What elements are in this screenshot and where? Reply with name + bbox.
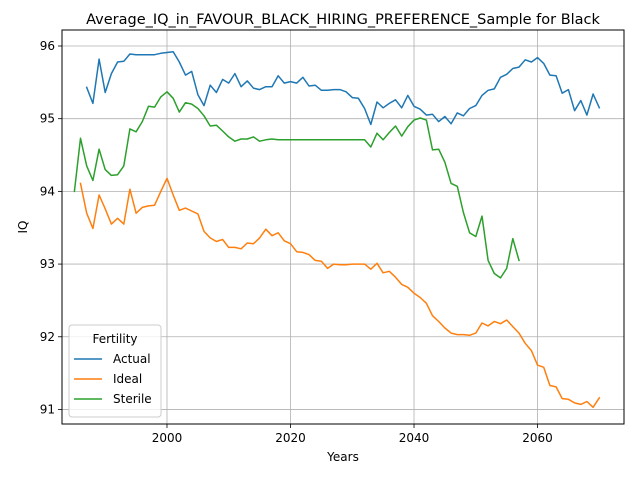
legend: Fertility Actual Ideal Sterile (68, 324, 162, 418)
x-axis-label: Years (326, 450, 359, 464)
legend-box (68, 324, 162, 418)
grid (62, 30, 624, 424)
legend-label-sterile: Sterile (113, 392, 152, 406)
series-line-ideal (79, 177, 601, 409)
legend-title: Fertility (92, 332, 137, 346)
series-line-actual (85, 51, 601, 126)
x-tick-label: 2020 (275, 431, 306, 445)
y-tick-label: 95 (40, 112, 55, 126)
chart-title: Average_IQ_in_FAVOUR_BLACK_HIRING_PREFER… (86, 12, 600, 28)
x-axis-ticks: 2000 2020 2040 2060 (152, 424, 553, 445)
x-tick-label: 2040 (399, 431, 430, 445)
y-axis-label: IQ (16, 221, 30, 234)
x-tick-label: 2060 (522, 431, 553, 445)
y-tick-label: 96 (40, 39, 55, 53)
legend-items: Actual Ideal Sterile (74, 352, 152, 406)
y-tick-label: 94 (40, 184, 55, 198)
y-tick-label: 91 (40, 402, 55, 416)
series-lines (73, 51, 601, 409)
plot-frame (61, 29, 625, 425)
series-line-sterile (73, 91, 520, 279)
legend-label-actual: Actual (113, 352, 151, 366)
legend-label-ideal: Ideal (113, 372, 142, 386)
x-tick-label: 2000 (152, 431, 183, 445)
y-tick-label: 93 (40, 257, 55, 271)
y-axis-ticks: 91 92 93 94 95 96 (40, 39, 62, 416)
y-tick-label: 92 (40, 330, 55, 344)
